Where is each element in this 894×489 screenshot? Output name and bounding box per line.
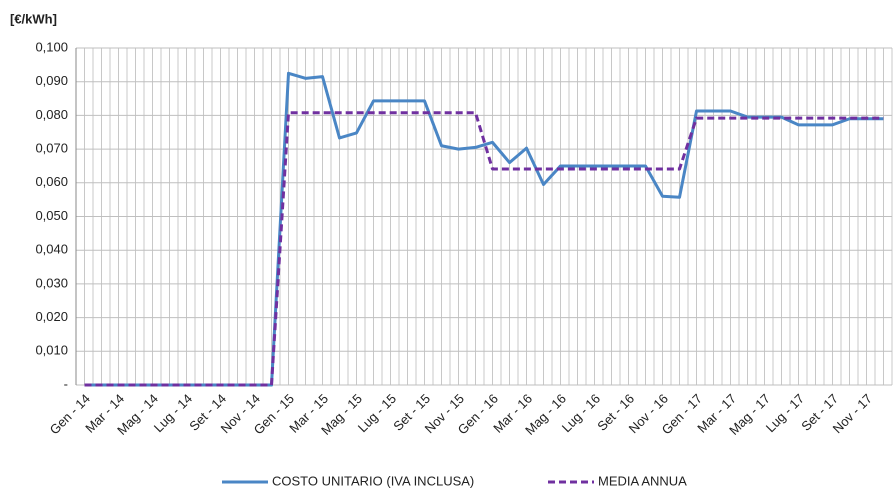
x-tick-label: Lug - 14 [151,391,195,435]
x-tick-label: Lug - 16 [559,391,603,435]
x-tick-label: Lug - 17 [763,391,807,435]
legend-label: COSTO UNITARIO (IVA INCLUSA) [272,473,474,488]
y-tick-label: 0,040 [35,242,68,257]
y-axis-label: [€/kWh] [10,11,57,26]
y-tick-label: 0,020 [35,309,68,324]
y-tick-label: 0,060 [35,174,68,189]
y-tick-label: 0,100 [35,39,68,54]
series-line [84,111,884,387]
x-tick-label: Lug - 15 [355,391,399,435]
y-tick-label: - [64,376,68,391]
y-tick-label: 0,080 [35,107,68,122]
legend-label: MEDIA ANNUA [598,473,687,488]
y-tick-label: 0,070 [35,141,68,156]
y-tick-label: 0,050 [35,208,68,223]
y-tick-label: 0,030 [35,275,68,290]
y-tick-label: 0,010 [35,343,68,358]
y-tick-label: 0,090 [35,73,68,88]
